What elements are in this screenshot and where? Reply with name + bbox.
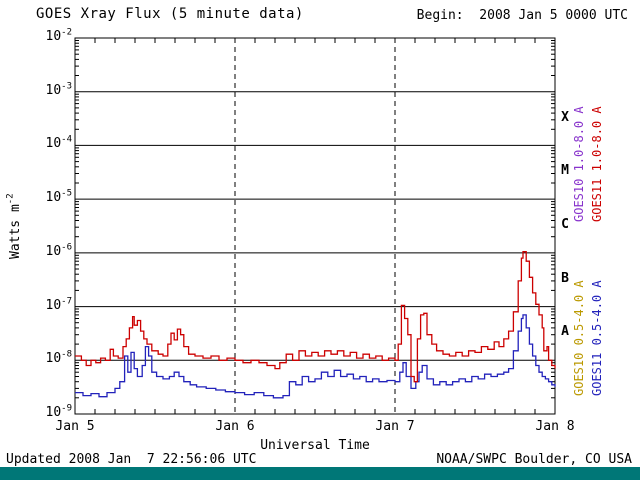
series-goes11-0-5-4-0-a bbox=[75, 314, 556, 399]
flare-class-b: B bbox=[561, 270, 569, 286]
y-tick-label: 10-7 bbox=[45, 296, 73, 313]
x-axis-label: Universal Time bbox=[260, 438, 370, 453]
legend-goes10-1-0-8-0-a: GOES10 1.0-8.0 A bbox=[572, 106, 586, 222]
flare-class-m: M bbox=[561, 163, 569, 179]
flare-class-a: A bbox=[561, 324, 569, 340]
legend-goes11-0-5-4-0-a: GOES11 0.5-4.0 A bbox=[590, 280, 604, 396]
x-tick-label: Jan 7 bbox=[375, 419, 415, 434]
y-tick-label: 10-9 bbox=[45, 403, 73, 420]
begin-timestamp: Begin: 2008 Jan 5 0000 UTC bbox=[416, 8, 628, 23]
bottom-bar bbox=[0, 467, 640, 480]
x-tick-label: Jan 6 bbox=[215, 419, 255, 434]
legend-goes10-0-5-4-0-a: GOES10 0.5-4.0 A bbox=[572, 280, 586, 396]
page-title: GOES Xray Flux (5 minute data) bbox=[36, 6, 304, 22]
legend-goes11-1-0-8-0-a: GOES11 1.0-8.0 A bbox=[590, 106, 604, 222]
x-tick-label: Jan 8 bbox=[535, 419, 575, 434]
y-tick-label: 10-4 bbox=[45, 135, 73, 152]
data-source-label: NOAA/SWPC Boulder, CO USA bbox=[436, 452, 632, 467]
y-tick-label: 10-3 bbox=[45, 81, 73, 98]
y-tick-label: 10-5 bbox=[45, 188, 73, 206]
plot-frame bbox=[74, 37, 556, 415]
x-tick-label: Jan 5 bbox=[55, 419, 95, 434]
y-tick-label: 10-8 bbox=[45, 349, 73, 367]
y-axis-label-base: Watts m bbox=[8, 204, 23, 259]
y-axis-label-exponent: -2 bbox=[5, 193, 16, 205]
y-tick-label: 10-2 bbox=[45, 27, 73, 44]
series-goes11-1-0-8-0-a bbox=[75, 251, 556, 383]
flare-class-c: C bbox=[561, 217, 569, 232]
y-axis-label: Watts m-2 bbox=[5, 140, 23, 312]
y-tick-label: 10-6 bbox=[45, 242, 73, 259]
updated-timestamp: Updated 2008 Jan 7 22:56:06 UTC bbox=[6, 452, 257, 467]
flare-class-x: X bbox=[561, 109, 569, 125]
